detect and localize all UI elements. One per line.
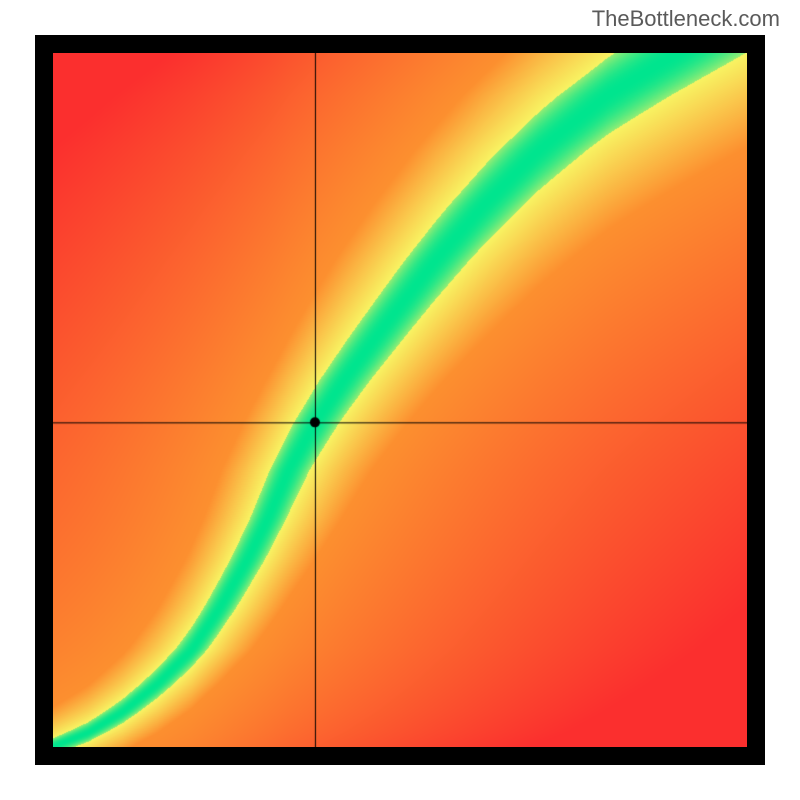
- watermark-text: TheBottleneck.com: [592, 6, 780, 32]
- heatmap-canvas: [53, 53, 747, 747]
- chart-container: TheBottleneck.com: [0, 0, 800, 800]
